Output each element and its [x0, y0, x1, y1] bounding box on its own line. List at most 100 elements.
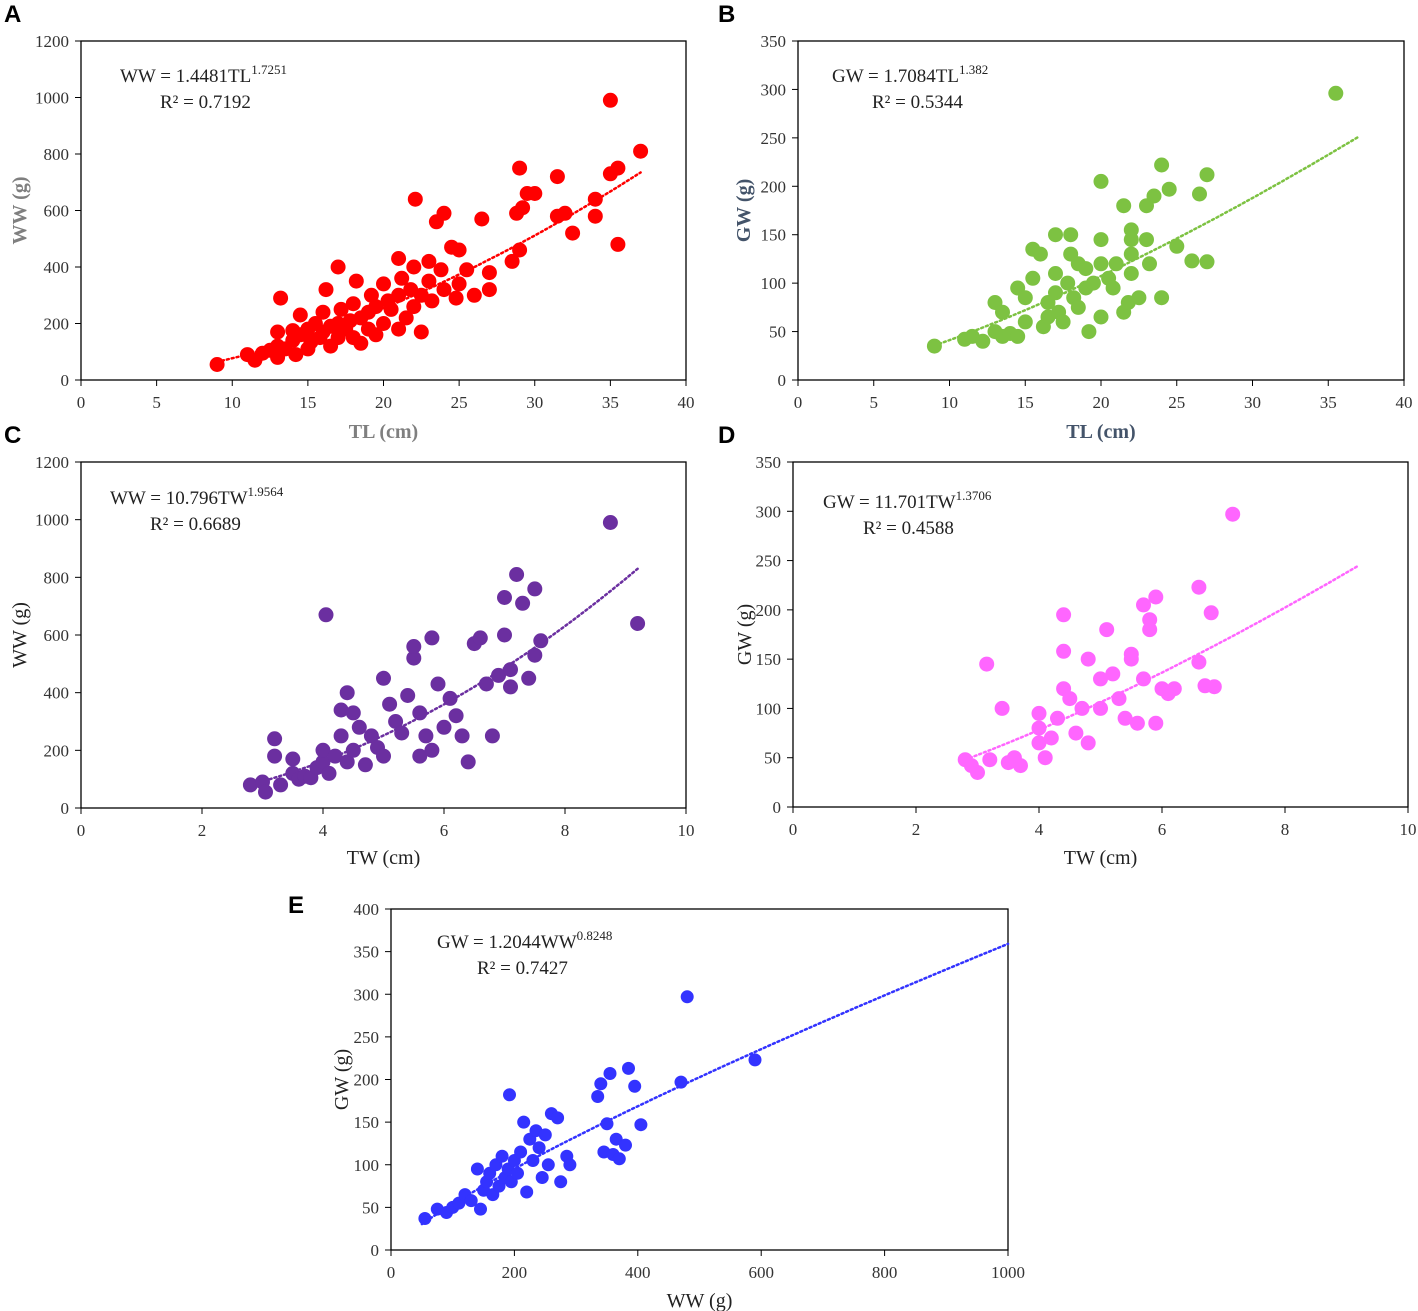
- y-tick-label: 400: [44, 684, 70, 703]
- x-tick-label: 6: [1158, 820, 1167, 839]
- data-point: [503, 662, 518, 678]
- trendline-c: [249, 567, 639, 786]
- panel-label-a: A: [4, 1, 21, 28]
- data-point: [339, 685, 355, 701]
- data-point: [436, 282, 452, 298]
- data-point: [511, 1166, 524, 1180]
- y-axis-title: WW (g): [9, 177, 31, 245]
- y-tick-label: 0: [778, 371, 787, 390]
- data-point: [512, 160, 528, 176]
- equation-d: GW = 11.701TW1.3706: [823, 488, 992, 513]
- data-point: [388, 714, 404, 729]
- data-point: [610, 160, 626, 176]
- x-tick-label: 8: [1281, 820, 1290, 839]
- x-tick-label: 0: [77, 393, 86, 412]
- data-point: [413, 324, 429, 340]
- data-point: [975, 333, 991, 349]
- data-point: [1080, 735, 1096, 751]
- y-tick-label: 400: [354, 900, 380, 919]
- y-tick-label: 250: [354, 1028, 380, 1047]
- data-point: [1191, 654, 1207, 670]
- data-point: [1131, 290, 1147, 306]
- data-point: [315, 304, 331, 320]
- data-point: [258, 784, 273, 800]
- y-axis-title: WW (g): [9, 602, 31, 668]
- data-point: [292, 307, 308, 323]
- y-tick-label: 1200: [35, 453, 69, 472]
- data-point: [1161, 181, 1177, 197]
- data-point: [1078, 261, 1094, 277]
- panel-label-b: B: [718, 1, 735, 28]
- data-point: [430, 676, 446, 692]
- data-point: [982, 752, 998, 768]
- y-tick-label: 100: [756, 699, 782, 718]
- y-tick-label: 100: [761, 274, 787, 293]
- data-point: [527, 581, 543, 597]
- data-point: [994, 700, 1010, 716]
- data-point: [470, 1162, 484, 1176]
- data-point: [1154, 157, 1170, 173]
- data-point: [1037, 750, 1053, 766]
- x-tick-label: 40: [678, 393, 695, 412]
- data-point: [436, 719, 452, 735]
- y-tick-label: 600: [44, 202, 70, 221]
- data-point: [345, 705, 361, 721]
- equation-c: WW = 10.796TW1.9564: [110, 484, 284, 509]
- data-point: [421, 273, 437, 289]
- data-point: [1105, 666, 1121, 682]
- data-point: [622, 1061, 635, 1075]
- data-point: [285, 751, 301, 767]
- data-point: [532, 1141, 546, 1155]
- data-point: [424, 742, 440, 758]
- data-point: [333, 301, 349, 317]
- data-point: [1203, 605, 1219, 621]
- data-point: [327, 748, 343, 764]
- data-point: [273, 777, 289, 793]
- data-point: [1142, 622, 1158, 638]
- x-tick-label: 0: [387, 1263, 396, 1282]
- data-point: [451, 242, 467, 258]
- x-tick-label: 400: [625, 1263, 651, 1282]
- y-tick-label: 0: [61, 799, 70, 818]
- y-tick-label: 600: [44, 626, 70, 645]
- y-tick-label: 50: [769, 323, 786, 342]
- data-point: [333, 702, 349, 718]
- data-point: [587, 191, 603, 207]
- data-point: [1192, 186, 1207, 202]
- data-point: [454, 728, 470, 744]
- equation-exponent-b: 1.382: [959, 62, 988, 77]
- x-tick-label: 6: [440, 821, 449, 840]
- data-point: [680, 990, 694, 1004]
- x-tick-label: 2: [198, 821, 207, 840]
- data-point: [464, 1194, 478, 1208]
- data-point: [1093, 309, 1109, 325]
- x-tick-label: 0: [794, 393, 803, 412]
- data-point: [504, 253, 520, 269]
- r-squared-d: R² = 0.4588: [863, 518, 954, 539]
- y-tick-label: 50: [362, 1198, 379, 1217]
- data-point: [926, 338, 942, 354]
- data-point: [451, 276, 467, 292]
- data-point: [1062, 691, 1078, 707]
- x-tick-label: 35: [602, 393, 619, 412]
- data-point: [436, 205, 452, 221]
- y-tick-label: 0: [773, 798, 782, 817]
- x-tick-label: 2: [912, 820, 921, 839]
- y-tick-label: 1000: [35, 511, 69, 530]
- data-point: [1017, 314, 1033, 330]
- data-point: [594, 1077, 608, 1091]
- data-point: [348, 273, 364, 289]
- y-tick-label: 800: [44, 145, 70, 164]
- y-tick-label: 100: [354, 1156, 380, 1175]
- x-tick-label: 35: [1320, 393, 1337, 412]
- y-tick-label: 0: [371, 1241, 380, 1260]
- data-point: [497, 590, 512, 605]
- data-point: [376, 748, 391, 764]
- data-point: [406, 639, 422, 654]
- data-point: [587, 208, 603, 224]
- data-point: [412, 748, 428, 764]
- data-point: [1129, 715, 1145, 731]
- data-point: [1031, 735, 1047, 751]
- data-point: [318, 607, 334, 623]
